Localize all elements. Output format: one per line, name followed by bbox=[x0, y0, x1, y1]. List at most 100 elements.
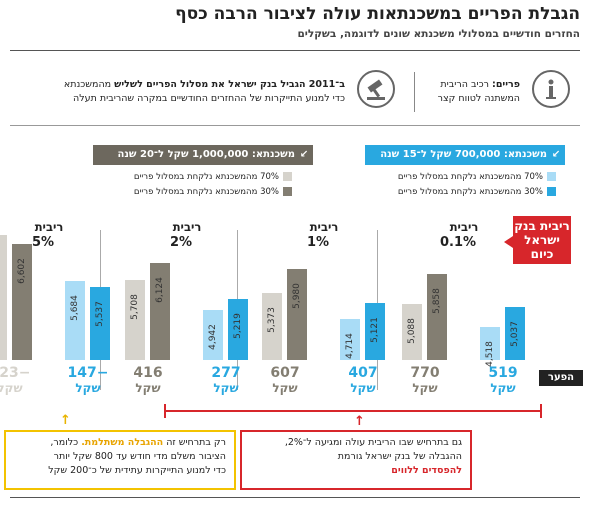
arrow-down-left-icon: ↙ bbox=[299, 149, 309, 160]
bottom-divider bbox=[10, 497, 580, 498]
bar-small-30 bbox=[228, 299, 248, 360]
tag-pointer bbox=[504, 236, 513, 248]
gap-value: 407 bbox=[348, 365, 378, 381]
gap-unit: שקל bbox=[350, 381, 376, 395]
note-left-3: כדי למנוע התייקרות עתידית של כ־200 שקל bbox=[48, 465, 226, 476]
page-title: הגבלת הפריים במשכנתאות עולה לציבור הרבה … bbox=[175, 4, 580, 24]
gap-large-mortgage: −223שקל bbox=[0, 366, 35, 396]
bar-value-label: 5,684 bbox=[70, 294, 80, 321]
gap-value: −147 bbox=[67, 365, 109, 381]
boi-current-rate-tag: ריבית בנק ישראל כיום bbox=[513, 216, 571, 264]
large-mortgage-badge: ↙ משכנתא: 1,000,000 שקל ל־20 שנה bbox=[93, 145, 313, 165]
info-divider bbox=[414, 72, 415, 112]
range-bracket bbox=[164, 410, 542, 412]
legend-item-small-70: 70% מהמשכנתא נלקחת במסלול פריים bbox=[398, 172, 556, 182]
bar-small-70 bbox=[203, 310, 223, 360]
legend-label: 30% מהמשכנתא נלקחת במסלול פריים bbox=[397, 187, 543, 197]
gap-unit: שקל bbox=[272, 381, 298, 395]
bar-large-30 bbox=[287, 268, 307, 360]
gap-small-mortgage: 407 שקל bbox=[338, 366, 388, 396]
bar-value-label: 6,825 bbox=[0, 249, 2, 275]
bar-large-70 bbox=[125, 279, 145, 360]
gap-large-mortgage: 770 שקל bbox=[400, 366, 450, 396]
bar-value-label: 5,858 bbox=[432, 287, 442, 314]
gavel-icon bbox=[357, 70, 395, 108]
gap-unit: שקל bbox=[0, 381, 23, 395]
bar-value-label: 5,373 bbox=[267, 307, 277, 333]
rate-value: 0.1% bbox=[439, 235, 477, 250]
large-mortgage-badge-label: משכנתא: 1,000,000 שקל ל־20 שנה bbox=[117, 149, 295, 160]
info-icon bbox=[532, 70, 570, 108]
gap-large-mortgage: 416 שקל bbox=[123, 366, 173, 396]
rate-title: ריבית bbox=[172, 220, 202, 234]
prime-label: פריים: bbox=[492, 79, 520, 90]
arrow-down-left-icon: ↙ bbox=[551, 149, 561, 160]
small-mortgage-badge-label: משכנתא: 700,000 שקל ל־15 שנה bbox=[380, 149, 547, 160]
range-bracket-left-cap bbox=[164, 404, 166, 418]
gap-unit: שקל bbox=[75, 381, 101, 395]
legend-item-small-30: 30% מהמשכנתא נלקחת במסלול פריים bbox=[398, 187, 556, 197]
legend-label: 70% מהמשכנתא נלקחת במסלול פריים bbox=[133, 172, 279, 182]
note-right-2: ההגבלה של בנק ישראל גורמת bbox=[337, 451, 462, 462]
boi-line-1b: מהמשכנתא bbox=[63, 79, 115, 90]
bar-value-label: 6,602 bbox=[17, 258, 27, 284]
gap-small-mortgage: −147 שקל bbox=[63, 366, 113, 396]
bar-value-label: 5,121 bbox=[370, 317, 380, 344]
gap-label: הפער bbox=[539, 370, 583, 386]
bar-small-30 bbox=[365, 303, 385, 360]
prime-text-2: המשתנה לטווח קצר bbox=[437, 93, 520, 104]
bar-value-label: 5,980 bbox=[292, 282, 302, 309]
note-restriction-losses: גם בתרחיש שבו הריבית עולה ומגיעה ל־2%, ה… bbox=[240, 430, 472, 490]
prime-text-1: רכיב הריבית bbox=[440, 79, 489, 90]
note-left-2: הציבור משלם מדי חודש עד 800 שקל יותר bbox=[53, 451, 226, 462]
bar-small-70 bbox=[65, 280, 85, 360]
page-subtitle: החזרים חודשיים במסלולי משכנתא שונים לדוג… bbox=[297, 28, 580, 40]
note-right-1: גם בתרחיש שבו הריבית עולה ומגיעה ל־2%, bbox=[284, 437, 462, 448]
boi-line-1a: ב־2011 הגביל בנק ישראל את מסלול הפריים ל… bbox=[114, 79, 345, 90]
bar-large-30 bbox=[427, 273, 447, 360]
bar-small-30 bbox=[90, 286, 110, 360]
rate-value: 1% bbox=[306, 235, 330, 250]
arrow-up-icon: ↑ bbox=[60, 413, 71, 428]
bar-large-30 bbox=[12, 243, 32, 360]
gap-value: 607 bbox=[270, 365, 300, 381]
note-left-1c: כלומר, bbox=[50, 437, 82, 448]
prime-definition: פריים: רכיב הריבית המשתנה לטווח קצר bbox=[438, 78, 520, 106]
bar-value-label: 5,708 bbox=[130, 293, 140, 320]
gap-unit: שקל bbox=[213, 381, 239, 395]
arrow-up-icon: ↑ bbox=[354, 414, 365, 429]
bar-small-70 bbox=[480, 327, 500, 360]
boi-line-2: כדי למנוע התייקרות של ההחזרים החודשיים ב… bbox=[73, 93, 345, 104]
bar-value-label: 5,537 bbox=[95, 300, 105, 327]
rate-value: 2% bbox=[169, 235, 193, 250]
bar-small-30 bbox=[505, 306, 525, 360]
bar-value-label: 4,942 bbox=[208, 324, 218, 351]
legend-item-large-70: 70% מהמשכנתא נלקחת במסלול פריים bbox=[134, 172, 292, 182]
gap-unit: שקל bbox=[490, 381, 516, 395]
bar-value-label: 5,088 bbox=[407, 318, 417, 345]
gap-unit: שקל bbox=[135, 381, 161, 395]
bar-large-70 bbox=[262, 293, 282, 360]
bar-value-label: 5,037 bbox=[510, 320, 520, 347]
legend-item-large-30: 30% מהמשכנתא נלקחת במסלול פריים bbox=[134, 187, 292, 197]
note-left-1a: רק בתרחיש זה bbox=[163, 437, 226, 448]
gap-small-mortgage: 277 שקל bbox=[201, 366, 251, 396]
small-mortgage-badge: ↙ משכנתא: 700,000 שקל ל־15 שנה bbox=[365, 145, 565, 165]
bar-small-70 bbox=[340, 319, 360, 360]
legend-swatch bbox=[547, 172, 556, 181]
bar-value-label: 5,219 bbox=[233, 313, 243, 340]
gap-large-mortgage: 607 שקל bbox=[260, 366, 310, 396]
bar-value-label: 6,124 bbox=[155, 277, 165, 303]
note-right-3: להפסדים ללווים bbox=[391, 465, 462, 476]
rate-title: ריבית bbox=[34, 220, 64, 234]
note-restriction-pays: רק בתרחיש זה ההגבלה משתלמת. כלומר, הציבו… bbox=[4, 430, 236, 490]
bar-large-70 bbox=[402, 304, 422, 360]
gap-value: 416 bbox=[133, 365, 163, 381]
rate-title: ריבית bbox=[309, 220, 339, 234]
legend-swatch bbox=[547, 187, 556, 196]
gap-value: −223 bbox=[0, 365, 31, 381]
bar-large-30 bbox=[150, 263, 170, 360]
gap-value: 770 bbox=[410, 365, 440, 381]
gap-value: 277 bbox=[211, 365, 241, 381]
legend-swatch bbox=[283, 187, 292, 196]
